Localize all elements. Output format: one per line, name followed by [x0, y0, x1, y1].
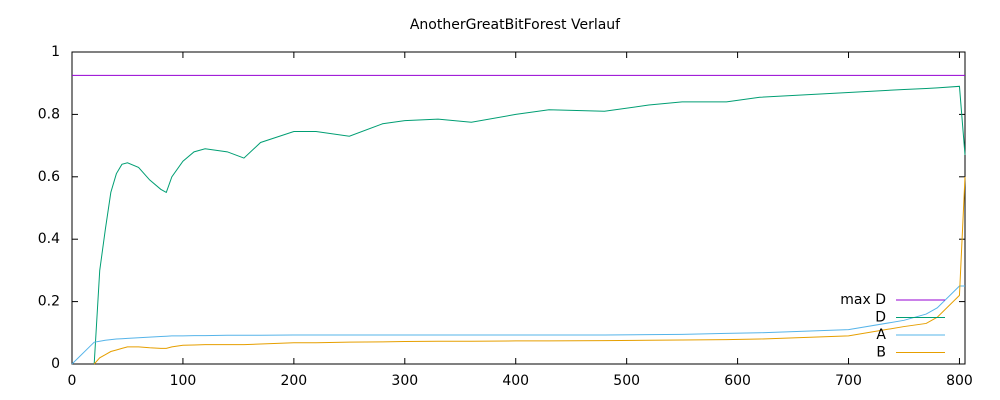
series-line — [93, 176, 966, 365]
x-tick-label: 800 — [946, 373, 973, 389]
legend-label: D — [875, 310, 886, 326]
y-tick-label: 0 — [51, 356, 60, 372]
series-line — [93, 85, 966, 365]
legend-label: B — [876, 345, 886, 361]
x-tick-label: 0 — [68, 373, 77, 389]
plot-border — [71, 51, 966, 365]
legend-label: max D — [840, 292, 886, 308]
y-tick-label: 0.2 — [38, 294, 60, 310]
x-tick-label: 100 — [170, 373, 197, 389]
x-tick-label: 200 — [280, 373, 307, 389]
y-tick-label: 0.6 — [38, 169, 60, 185]
chart-title: AnotherGreatBitForest Verlauf — [410, 17, 621, 33]
series-line — [71, 285, 965, 365]
y-tick-label: 1 — [51, 44, 60, 60]
y-tick-label: 0.4 — [38, 231, 60, 247]
x-tick-label: 400 — [502, 373, 529, 389]
x-tick-label: 700 — [835, 373, 862, 389]
x-tick-label: 300 — [391, 373, 418, 389]
y-tick-label: 0.8 — [38, 106, 60, 122]
x-tick-label: 500 — [613, 373, 640, 389]
legend-label: A — [876, 327, 886, 343]
x-tick-label: 600 — [724, 373, 751, 389]
